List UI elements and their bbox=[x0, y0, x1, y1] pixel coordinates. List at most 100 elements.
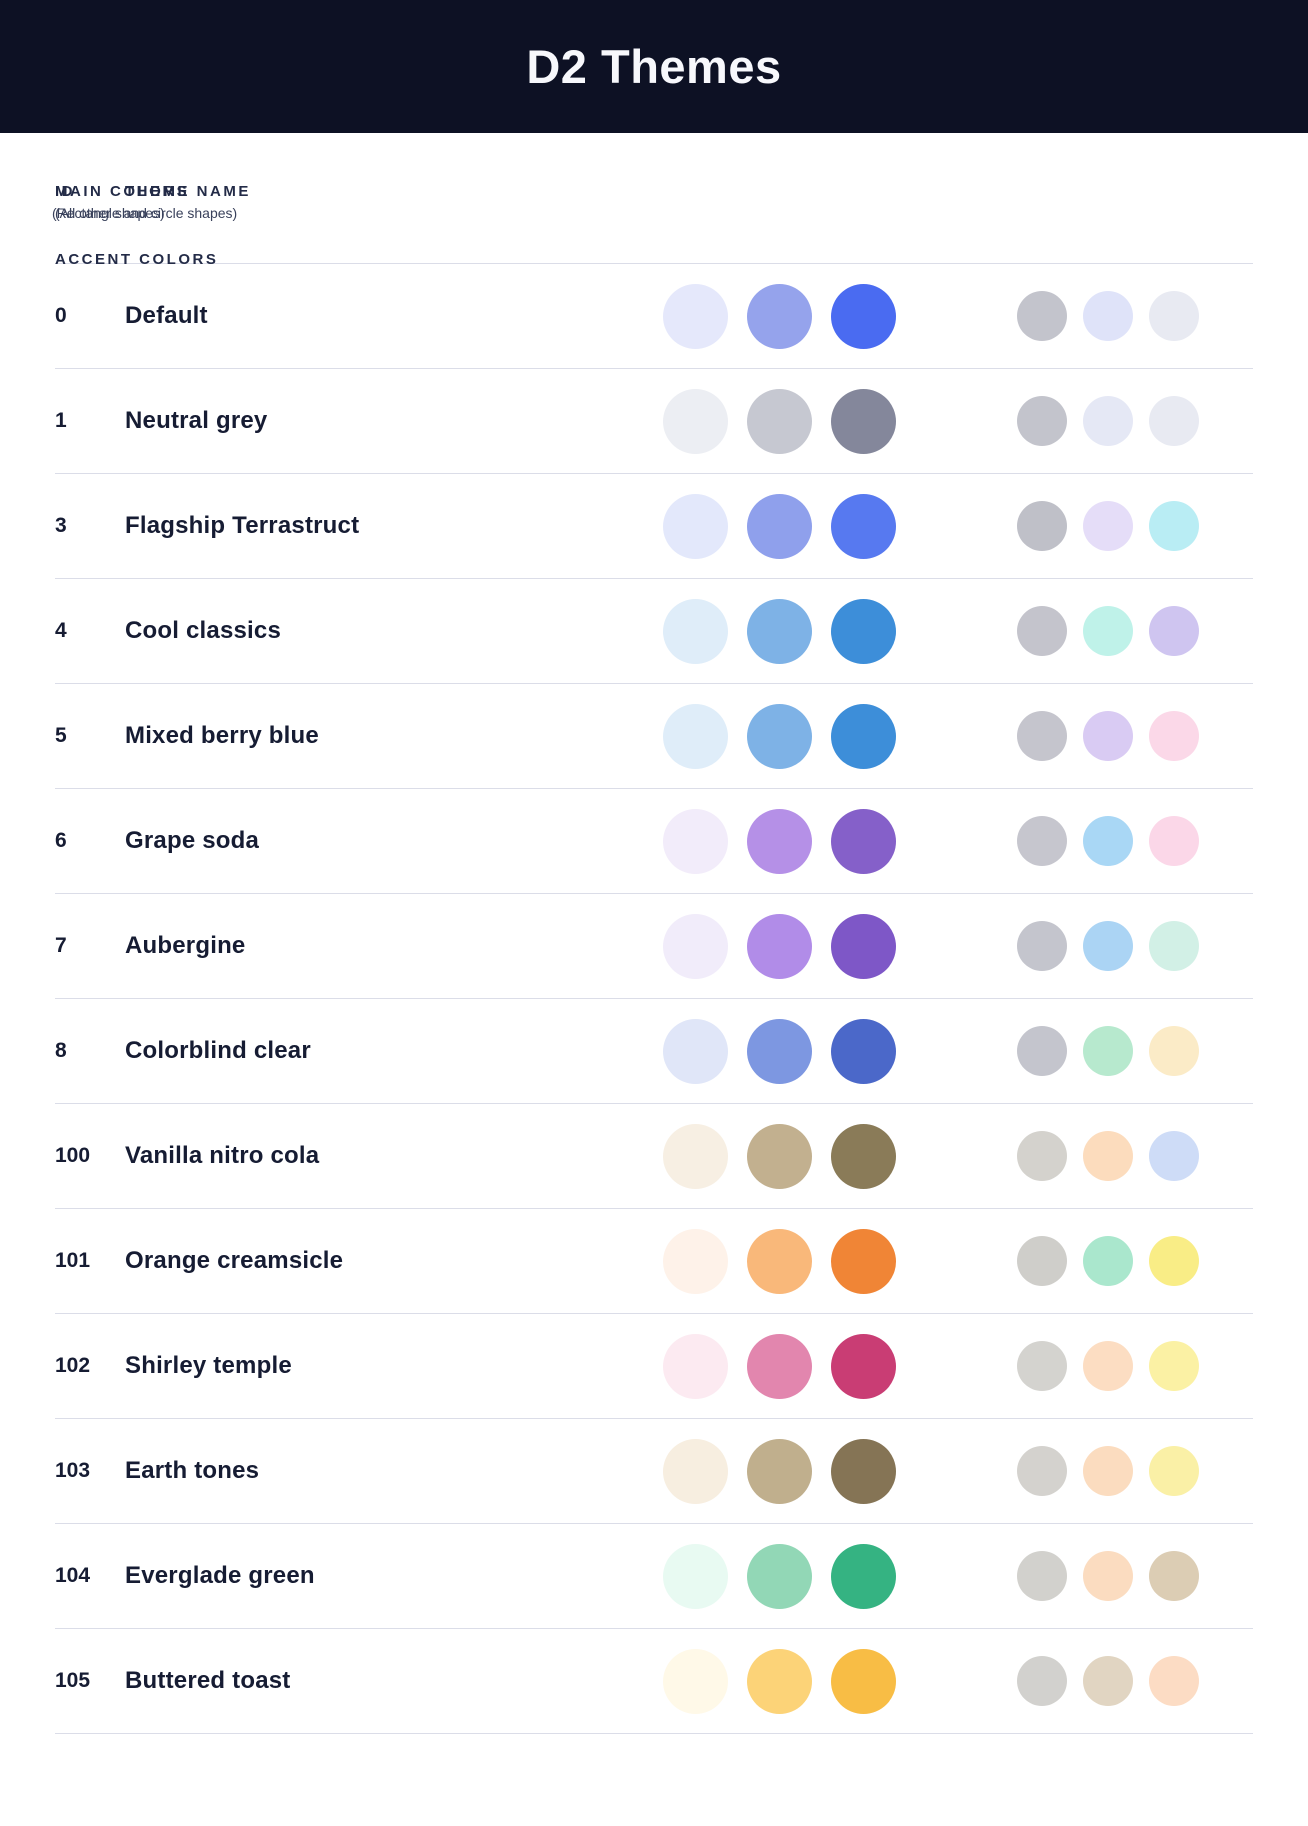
accent-color-swatch bbox=[1017, 1026, 1067, 1076]
main-color-swatch bbox=[831, 1438, 896, 1504]
theme-name: Shirley temple bbox=[125, 1352, 292, 1379]
accent-color-swatch bbox=[1017, 816, 1067, 866]
accent-color-swatch bbox=[1017, 1236, 1067, 1286]
main-color-swatch bbox=[747, 1438, 812, 1504]
main-color-swatch bbox=[831, 703, 896, 769]
main-color-swatch bbox=[663, 598, 728, 664]
accent-color-swatch bbox=[1017, 921, 1067, 971]
accent-color-swatch bbox=[1083, 501, 1133, 551]
theme-id: 100 bbox=[55, 1144, 91, 1167]
column-header-id: ID bbox=[55, 183, 75, 200]
accent-color-swatch bbox=[1149, 711, 1199, 761]
accent-swatches bbox=[1017, 711, 1199, 761]
theme-name: Aubergine bbox=[125, 932, 246, 959]
main-color-swatch bbox=[747, 808, 812, 874]
theme-name: Earth tones bbox=[125, 1457, 260, 1484]
column-header-accent-colors: ACCENT COLORS bbox=[55, 251, 219, 268]
page-header: D2 Themes bbox=[0, 0, 1308, 133]
main-color-swatch bbox=[831, 1018, 896, 1084]
accent-swatches bbox=[1017, 291, 1199, 341]
main-color-swatch bbox=[747, 1228, 812, 1294]
main-color-swatch bbox=[663, 1018, 728, 1084]
accent-swatches bbox=[1017, 501, 1199, 551]
accent-color-swatch bbox=[1017, 606, 1067, 656]
theme-name: Default bbox=[125, 302, 208, 329]
main-swatches bbox=[663, 1123, 896, 1189]
accent-color-swatch bbox=[1017, 396, 1067, 446]
main-color-swatch bbox=[747, 598, 812, 664]
main-color-swatch bbox=[831, 283, 896, 349]
accent-swatches bbox=[1017, 396, 1199, 446]
main-color-swatch bbox=[663, 1543, 728, 1609]
main-swatches bbox=[663, 1543, 896, 1609]
theme-row: 3 Flagship Terrastruct bbox=[55, 474, 1253, 579]
main-color-swatch bbox=[831, 808, 896, 874]
theme-name: Mixed berry blue bbox=[125, 722, 319, 749]
theme-row: 0 Default bbox=[55, 264, 1253, 369]
theme-name: Neutral grey bbox=[125, 407, 268, 434]
theme-row: 100 Vanilla nitro cola bbox=[55, 1104, 1253, 1209]
main-swatches bbox=[663, 1333, 896, 1399]
main-swatches bbox=[663, 283, 896, 349]
theme-row: 8 Colorblind clear bbox=[55, 999, 1253, 1104]
accent-color-swatch bbox=[1149, 501, 1199, 551]
theme-row: 6 Grape soda bbox=[55, 789, 1253, 894]
main-color-swatch bbox=[747, 1543, 812, 1609]
main-color-swatch bbox=[747, 703, 812, 769]
page-title: D2 Themes bbox=[526, 40, 782, 93]
theme-row: 102 Shirley temple bbox=[55, 1314, 1253, 1419]
theme-id: 6 bbox=[55, 829, 67, 852]
main-color-swatch bbox=[663, 1648, 728, 1714]
main-color-swatch bbox=[747, 283, 812, 349]
accent-color-swatch bbox=[1083, 291, 1133, 341]
accent-color-swatch bbox=[1149, 1341, 1199, 1391]
accent-color-swatch bbox=[1083, 396, 1133, 446]
main-color-swatch bbox=[663, 1333, 728, 1399]
main-swatches bbox=[663, 1228, 896, 1294]
main-swatches bbox=[663, 598, 896, 664]
accent-color-swatch bbox=[1017, 1446, 1067, 1496]
accent-color-swatch bbox=[1017, 711, 1067, 761]
theme-id: 8 bbox=[55, 1039, 67, 1062]
main-color-swatch bbox=[663, 913, 728, 979]
theme-name: Vanilla nitro cola bbox=[125, 1142, 320, 1169]
accent-swatches bbox=[1017, 1656, 1199, 1706]
accent-color-swatch bbox=[1017, 291, 1067, 341]
accent-color-swatch bbox=[1083, 1026, 1133, 1076]
theme-name: Orange creamsicle bbox=[125, 1247, 344, 1274]
accent-color-swatch bbox=[1083, 606, 1133, 656]
theme-id: 102 bbox=[55, 1354, 91, 1377]
main-swatches bbox=[663, 1648, 896, 1714]
accent-swatches bbox=[1017, 921, 1199, 971]
main-swatches bbox=[663, 703, 896, 769]
accent-color-swatch bbox=[1149, 1446, 1199, 1496]
main-color-swatch bbox=[831, 1333, 896, 1399]
main-color-swatch bbox=[663, 1123, 728, 1189]
accent-color-swatch bbox=[1149, 1551, 1199, 1601]
main-color-swatch bbox=[663, 493, 728, 559]
accent-color-swatch bbox=[1083, 1236, 1133, 1286]
theme-name: Flagship Terrastruct bbox=[125, 512, 360, 539]
main-swatches bbox=[663, 388, 896, 454]
theme-name: Grape soda bbox=[125, 827, 260, 854]
accent-color-swatch bbox=[1017, 501, 1067, 551]
accent-swatches bbox=[1017, 816, 1199, 866]
accent-swatches bbox=[1017, 1236, 1199, 1286]
accent-color-swatch bbox=[1083, 816, 1133, 866]
theme-id: 1 bbox=[55, 409, 67, 432]
main-color-swatch bbox=[747, 913, 812, 979]
main-color-swatch bbox=[831, 1123, 896, 1189]
theme-id: 0 bbox=[55, 304, 67, 327]
main-swatches bbox=[663, 913, 896, 979]
accent-color-swatch bbox=[1083, 1446, 1133, 1496]
main-color-swatch bbox=[747, 1648, 812, 1714]
column-header-theme-name: THEME NAME bbox=[125, 183, 251, 200]
main-color-swatch bbox=[747, 1333, 812, 1399]
theme-row: 101 Orange creamsicle bbox=[55, 1209, 1253, 1314]
column-header-main-colors: MAIN COLORS bbox=[55, 183, 190, 200]
main-color-swatch bbox=[831, 388, 896, 454]
theme-id: 105 bbox=[55, 1669, 91, 1692]
main-color-swatch bbox=[831, 1543, 896, 1609]
themes-table-body: 0 Default 1 Neutral grey 3 Flagship Terr… bbox=[55, 264, 1253, 1734]
accent-color-swatch bbox=[1083, 1551, 1133, 1601]
